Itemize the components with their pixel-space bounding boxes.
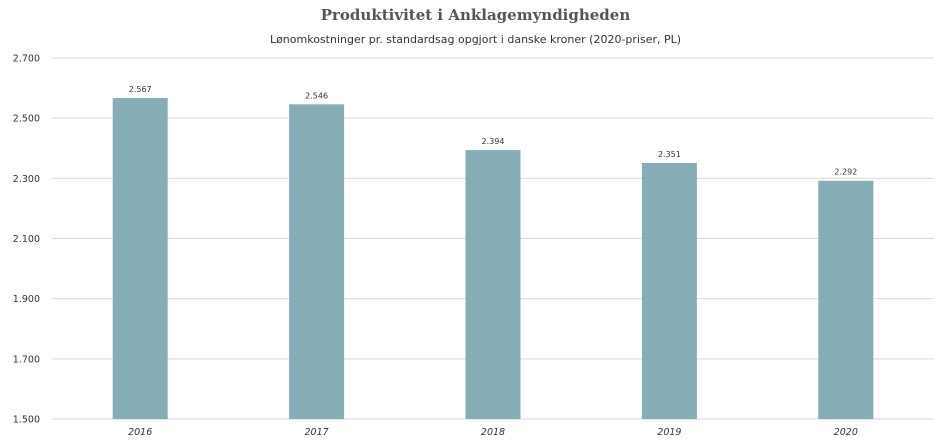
data-label-2016: 2.567: [129, 85, 152, 94]
data-label-2017: 2.546: [305, 91, 328, 100]
data-label-2020: 2.292: [834, 168, 857, 177]
x-tick-label-2020: 2020: [834, 427, 858, 438]
chart-title: Produktivitet i Anklagemyndigheden: [320, 6, 631, 24]
bar-2020: [818, 180, 874, 419]
x-tick-label-2017: 2017: [305, 427, 329, 438]
bar-2018: [465, 150, 521, 419]
bar-2016: [112, 98, 168, 419]
bar-2019: [641, 162, 697, 419]
y-tick-label: 1.900: [13, 294, 40, 305]
y-tick-label: 2.500: [13, 114, 40, 125]
y-tick-label: 2.700: [13, 54, 40, 65]
x-tick-label-2018: 2018: [481, 427, 505, 438]
bars: [112, 98, 874, 419]
y-tick-label: 1.500: [13, 415, 40, 426]
data-label-2018: 2.394: [482, 137, 505, 146]
gridlines: [52, 57, 934, 420]
y-tick-label: 2.100: [13, 234, 40, 245]
y-tick-label: 1.700: [13, 354, 40, 365]
bar-2017: [289, 104, 345, 419]
x-axis: 2016 2017 2018 2019 2020: [128, 427, 858, 438]
y-axis: 1.500 1.700 1.900 2.100 2.300 2.500 2.700: [13, 54, 40, 426]
x-tick-label-2016: 2016: [128, 427, 152, 438]
y-tick-label: 2.300: [13, 174, 40, 185]
data-label-2019: 2.351: [658, 150, 681, 159]
x-tick-label-2019: 2019: [657, 427, 681, 438]
data-labels: 2.567 2.546 2.394 2.351 2.292: [129, 85, 858, 177]
chart-subtitle: Lønomkostninger pr. standardsag opgjort …: [269, 33, 682, 46]
